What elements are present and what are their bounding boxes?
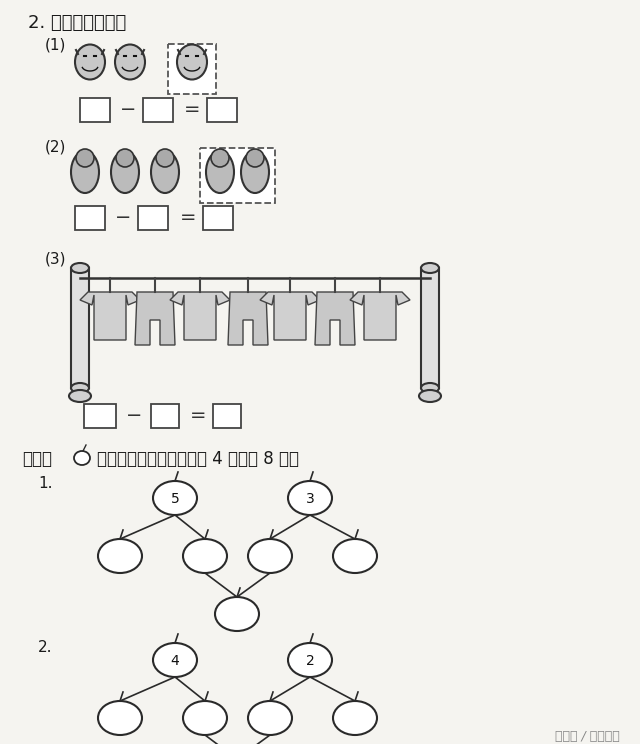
Ellipse shape <box>288 643 332 677</box>
Ellipse shape <box>69 390 91 402</box>
Ellipse shape <box>248 539 292 573</box>
Text: 八、在: 八、在 <box>22 450 52 468</box>
Ellipse shape <box>74 451 90 465</box>
Ellipse shape <box>75 45 105 80</box>
Text: 头条号 / 小玛数学: 头条号 / 小玛数学 <box>556 730 620 743</box>
Bar <box>138 206 168 230</box>
Polygon shape <box>228 292 268 345</box>
Ellipse shape <box>248 701 292 735</box>
Polygon shape <box>350 292 410 340</box>
Ellipse shape <box>156 149 174 167</box>
Text: −: − <box>126 406 142 426</box>
Bar <box>203 206 233 230</box>
Ellipse shape <box>111 151 139 193</box>
Text: 2.: 2. <box>38 640 52 655</box>
Text: (3): (3) <box>45 252 67 267</box>
Bar <box>213 404 241 428</box>
Text: −: − <box>120 100 136 120</box>
Ellipse shape <box>71 383 89 393</box>
Bar <box>75 206 105 230</box>
Polygon shape <box>80 292 140 340</box>
Ellipse shape <box>115 45 145 80</box>
Ellipse shape <box>71 151 99 193</box>
Bar <box>71 268 89 388</box>
Ellipse shape <box>183 539 227 573</box>
Ellipse shape <box>153 481 197 515</box>
Text: (2): (2) <box>45 140 67 155</box>
Ellipse shape <box>71 263 89 273</box>
Ellipse shape <box>419 390 441 402</box>
Ellipse shape <box>241 151 269 193</box>
Ellipse shape <box>116 149 134 167</box>
Text: 2: 2 <box>306 654 314 668</box>
Text: (1): (1) <box>45 38 67 53</box>
Bar <box>84 404 116 428</box>
Text: 1.: 1. <box>38 476 52 491</box>
Ellipse shape <box>151 151 179 193</box>
Polygon shape <box>315 292 355 345</box>
Bar <box>207 98 237 122</box>
Text: 里填上适当的数。（每题 4 分，共 8 分）: 里填上适当的数。（每题 4 分，共 8 分） <box>97 450 299 468</box>
Text: 4: 4 <box>171 654 179 668</box>
Text: =: = <box>189 406 206 426</box>
Text: 5: 5 <box>171 492 179 506</box>
Text: =: = <box>184 100 200 120</box>
Text: 2. 写出减法算式。: 2. 写出减法算式。 <box>28 14 126 32</box>
Ellipse shape <box>211 149 229 167</box>
Text: 3: 3 <box>306 492 314 506</box>
Ellipse shape <box>246 149 264 167</box>
Text: =: = <box>180 208 196 228</box>
Bar <box>200 148 275 203</box>
Polygon shape <box>170 292 230 340</box>
Text: −: − <box>115 208 131 228</box>
Bar <box>80 98 110 122</box>
Ellipse shape <box>421 383 439 393</box>
Ellipse shape <box>288 481 332 515</box>
Polygon shape <box>260 292 320 340</box>
Bar <box>421 268 439 388</box>
Polygon shape <box>135 292 175 345</box>
Bar <box>168 44 216 94</box>
Ellipse shape <box>76 149 94 167</box>
Ellipse shape <box>153 643 197 677</box>
Ellipse shape <box>206 151 234 193</box>
Bar <box>143 98 173 122</box>
Ellipse shape <box>333 701 377 735</box>
Ellipse shape <box>183 701 227 735</box>
Bar <box>151 404 179 428</box>
Ellipse shape <box>177 45 207 80</box>
Ellipse shape <box>98 701 142 735</box>
Ellipse shape <box>333 539 377 573</box>
Ellipse shape <box>98 539 142 573</box>
Ellipse shape <box>421 263 439 273</box>
Ellipse shape <box>215 597 259 631</box>
